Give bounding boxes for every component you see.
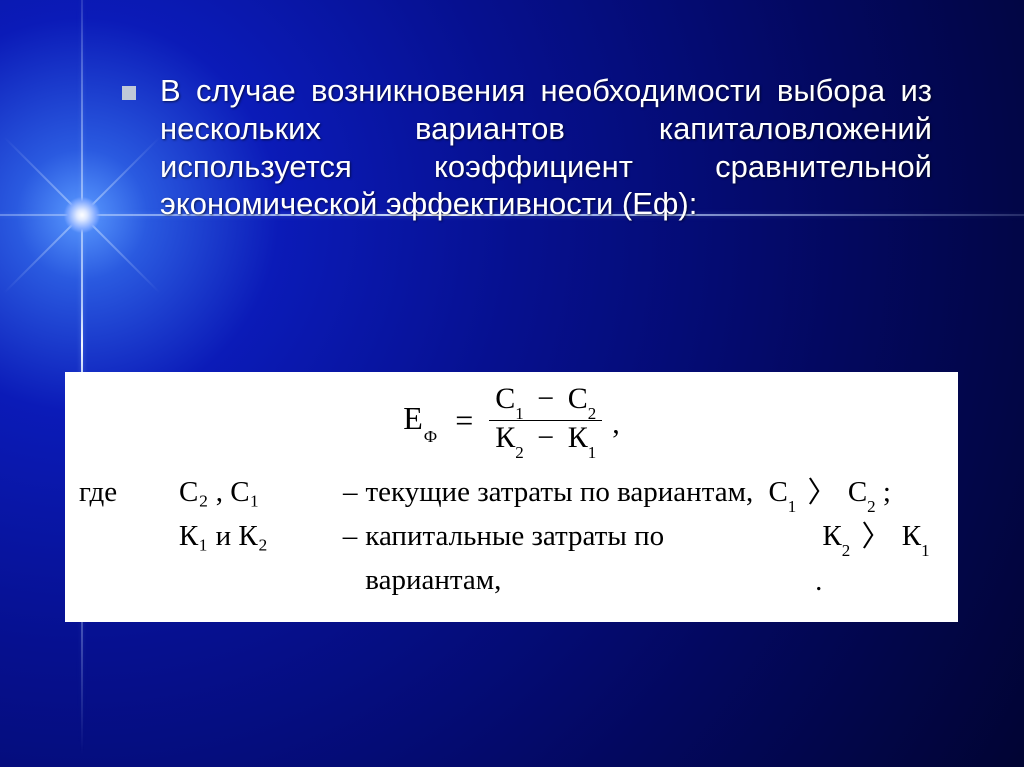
equals-sign: = bbox=[449, 402, 479, 439]
num-b-sub: 2 bbox=[588, 404, 597, 423]
den-op: − bbox=[531, 421, 560, 454]
num-a-sub: 1 bbox=[515, 404, 524, 423]
fraction: С1 − С2 К2 − К1 bbox=[489, 382, 602, 459]
bullet-square-icon bbox=[122, 86, 136, 100]
formula-trailing-comma: , bbox=[612, 407, 620, 441]
def1-symbols: С₂ , С₁ bbox=[179, 471, 339, 515]
bullet-paragraph: В случае возникновения необходимости выб… bbox=[122, 72, 932, 223]
den-b: К bbox=[568, 421, 588, 454]
den-b-sub: 1 bbox=[588, 443, 597, 462]
def2-symbols: К₁ и К₂ bbox=[179, 515, 339, 559]
fraction-denominator: К2 − К1 bbox=[489, 421, 602, 459]
where-label: где bbox=[79, 471, 179, 515]
num-op: − bbox=[531, 382, 560, 415]
num-b: С bbox=[568, 382, 588, 415]
formula-panel: ЕФ = С1 − С2 К2 − К1 , где С bbox=[65, 372, 958, 622]
def1-condition: С1 〉 С2 ; bbox=[753, 471, 891, 515]
den-a: К bbox=[495, 421, 515, 454]
formula-lhs-symbol: Е bbox=[403, 400, 423, 436]
def2-text: капитальные затраты по вариантам, bbox=[365, 515, 807, 602]
definition-row-2: К₁ и К₂ – капитальные затраты по вариант… bbox=[79, 515, 944, 603]
def2-condition: К2 〉 К1 . bbox=[807, 515, 944, 603]
def1-dash: – bbox=[339, 471, 366, 515]
num-a: С bbox=[495, 382, 515, 415]
lens-flare bbox=[82, 215, 83, 216]
def1-text: текущие затраты по вариантам, bbox=[366, 471, 754, 515]
formula-lhs-subscript: Ф bbox=[423, 427, 439, 446]
definition-row-1: где С₂ , С₁ – текущие затраты по вариант… bbox=[79, 471, 944, 515]
definitions: где С₂ , С₁ – текущие затраты по вариант… bbox=[79, 471, 944, 603]
fraction-numerator: С1 − С2 bbox=[489, 382, 602, 420]
def2-dash: – bbox=[339, 515, 366, 559]
main-formula: ЕФ = С1 − С2 К2 − К1 , bbox=[79, 382, 944, 459]
paragraph-text: В случае возникновения необходимости выб… bbox=[160, 72, 932, 223]
den-a-sub: 2 bbox=[515, 443, 524, 462]
